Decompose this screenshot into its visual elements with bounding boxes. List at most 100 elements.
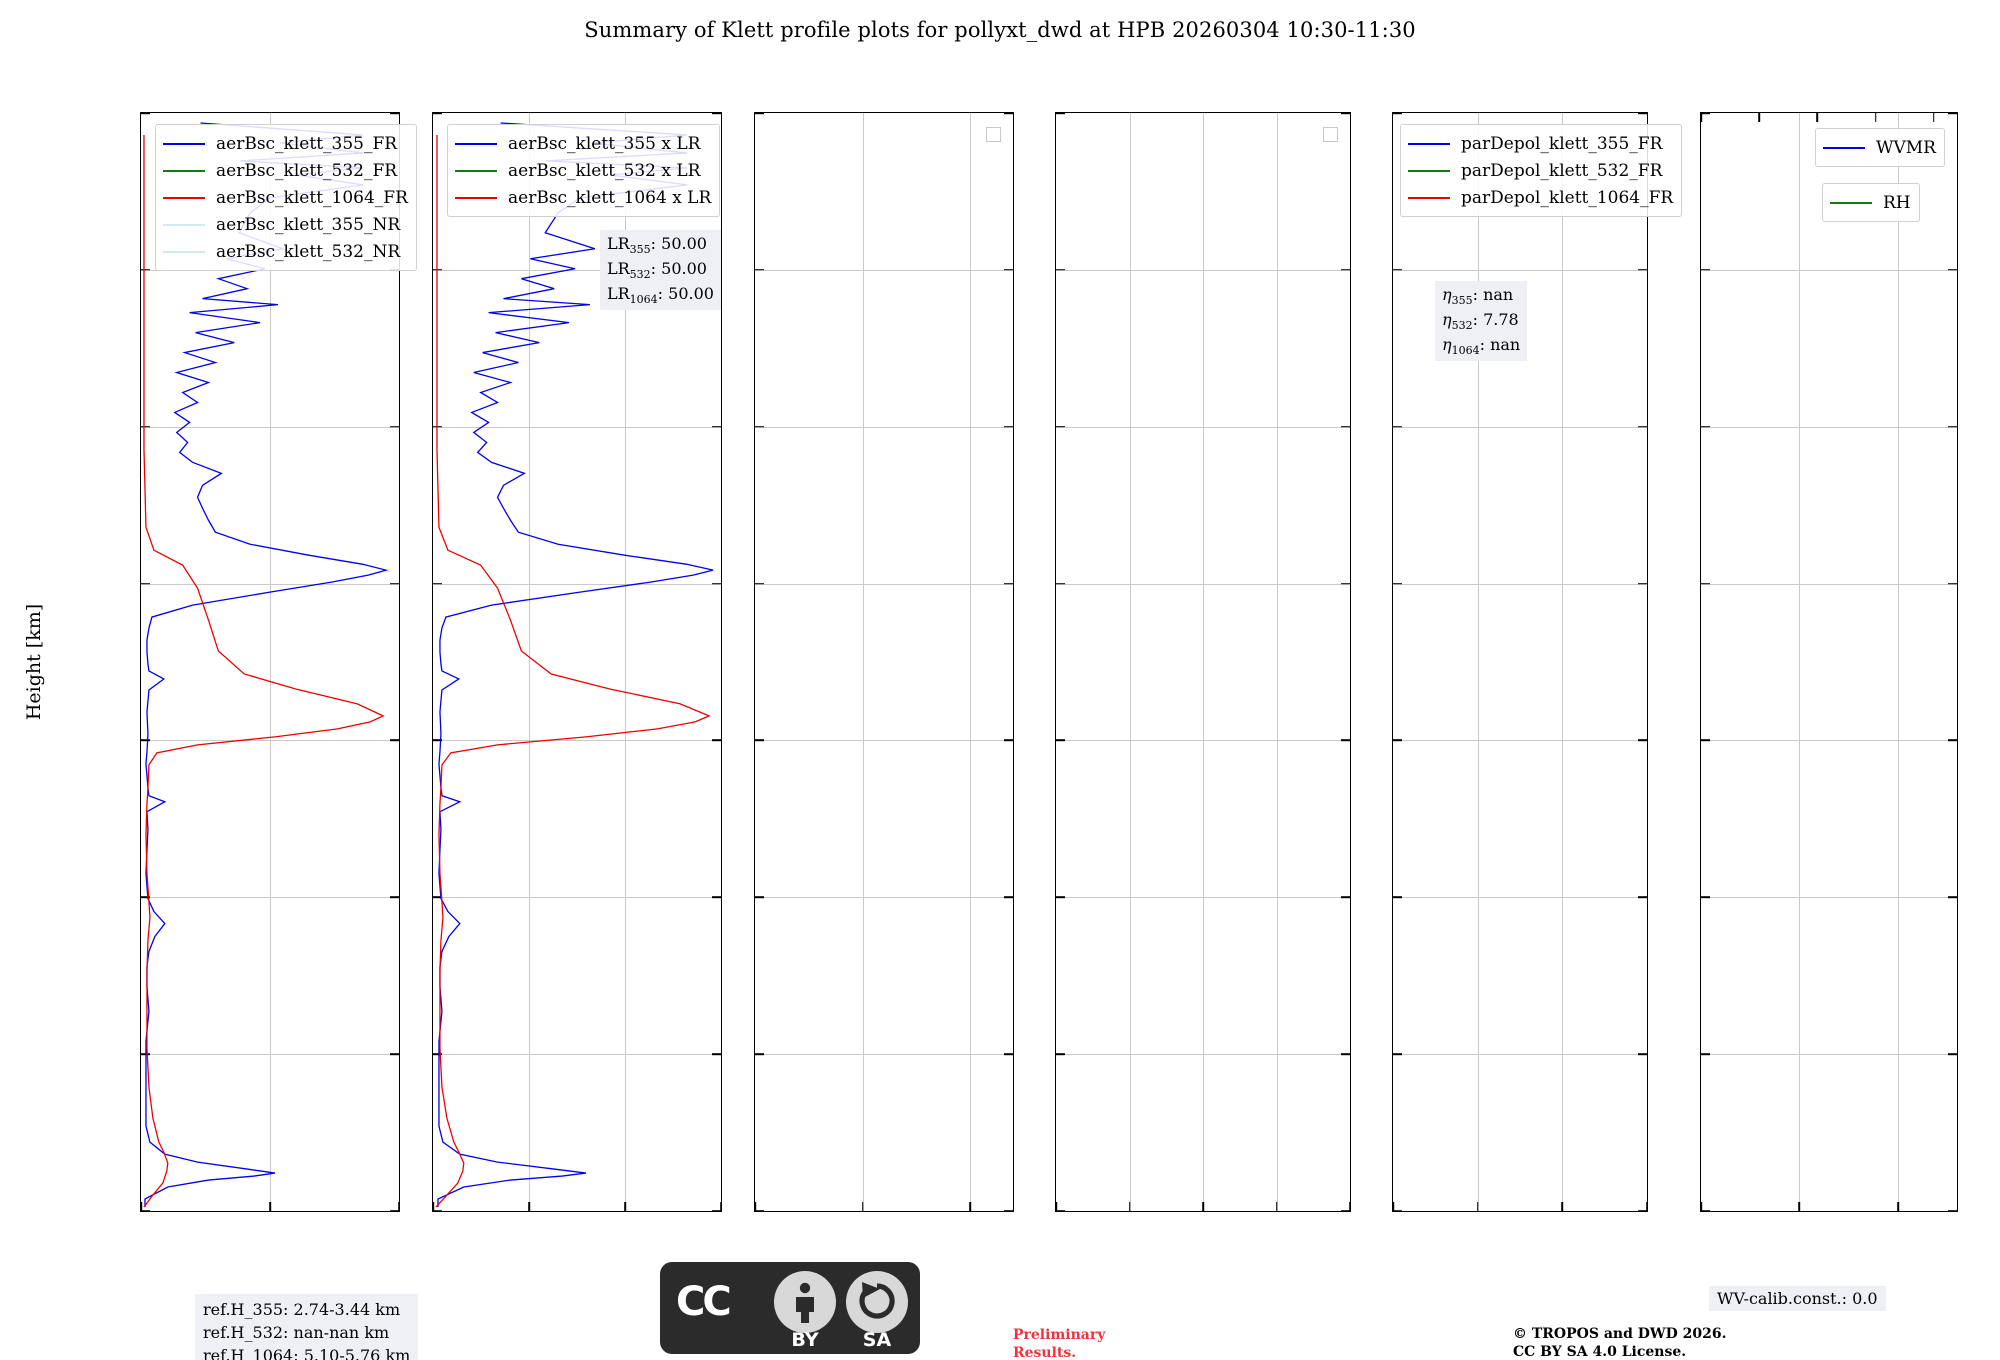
legend-extinction[interactable]: aerBsc_klett_355 x LR aerBsc_klett_532 x… [447, 124, 721, 217]
wv-calibration-constant: WV-calib.const.: 0.0 [1709, 1286, 1886, 1311]
cc-logo-icon: CC [676, 1279, 732, 1325]
y-tick-mark [1701, 1210, 1710, 1211]
y-tick-mark [1004, 1053, 1013, 1055]
legend-item[interactable]: aerBsc_klett_532_NR [163, 238, 408, 265]
legend-item[interactable]: parDepol_klett_1064_FR [1408, 184, 1673, 211]
y-tick-mark [390, 113, 399, 114]
x-tick-mark [969, 1202, 971, 1211]
gridline-horizontal [433, 897, 721, 899]
y-tick-mark [1056, 113, 1065, 114]
panel-wvmr: Rel.Humidity [%] WVMR [g * kg⁻¹] 0246810… [1700, 112, 1958, 1212]
y-tick-mark [433, 1053, 442, 1055]
y-tick-mark [141, 896, 150, 899]
y-tick-mark [1638, 269, 1647, 271]
legend-item[interactable]: aerBsc_klett_1064_FR [163, 184, 408, 211]
y-tick-mark [141, 739, 150, 742]
legend-depol-ratio[interactable]: parDepol_klett_355_FR parDepol_klett_532… [1400, 124, 1683, 217]
legend-rh[interactable]: RH [1822, 183, 1920, 222]
y-tick-mark [1056, 425, 1065, 428]
legend-item[interactable]: RH [1830, 189, 1911, 216]
angstrom-empty-legend [1323, 127, 1338, 142]
x-tick-mark [1349, 1202, 1350, 1211]
gridline-horizontal [433, 1054, 721, 1056]
gridline-horizontal [755, 897, 1013, 899]
gridline-vertical [1276, 113, 1278, 1211]
gridline-vertical [970, 113, 971, 1211]
legend-item[interactable]: aerBsc_klett_1064 x LR [455, 184, 711, 211]
panel-angstrom: Ångström Exp. 02468101214−10123 [1055, 112, 1351, 1212]
ref-h-355: ref.H_355: 2.74-3.44 km [203, 1300, 401, 1319]
legend-line-icon [163, 142, 205, 145]
x-tick-mark [433, 1202, 434, 1211]
y-tick-mark [1948, 269, 1957, 271]
rh-tick-mark [1932, 113, 1935, 122]
y-tick-mark [1341, 425, 1350, 428]
legend-item[interactable]: aerBsc_klett_355_FR [163, 130, 408, 157]
y-tick-mark [390, 1210, 399, 1211]
y-tick-mark [1638, 896, 1647, 899]
legend-label: WVMR [1876, 137, 1936, 158]
legend-wvmr[interactable]: WVMR [1815, 128, 1945, 167]
y-tick-mark [141, 582, 150, 585]
y-tick-mark [1393, 1210, 1402, 1211]
gridline-horizontal [1393, 269, 1647, 271]
credit-line-2: CC BY SA 4.0 License. [1513, 1344, 1687, 1360]
y-tick-mark [1056, 269, 1065, 271]
eta-532-value: η532: 7.78 [1442, 309, 1519, 332]
y-tick-mark [755, 1053, 764, 1055]
gridline-horizontal [1701, 1054, 1957, 1056]
legend-item[interactable]: aerBsc_klett_532_FR [163, 157, 408, 184]
y-tick-mark [433, 582, 442, 585]
gridline-vertical [1562, 113, 1564, 1211]
x-tick-mark [398, 1202, 399, 1211]
legend-label: RH [1883, 192, 1911, 213]
figure-title: Summary of Klett profile plots for polly… [584, 18, 1416, 42]
legend-label: aerBsc_klett_1064_FR [216, 187, 408, 208]
gridline-horizontal [1393, 1054, 1647, 1056]
legend-item[interactable]: aerBsc_klett_355_NR [163, 211, 408, 238]
lr-1064-value: LR1064: 50.00 [607, 283, 714, 306]
y-tick-mark [712, 425, 721, 428]
gridline-vertical [625, 113, 626, 1211]
x-tick-mark [1202, 1202, 1204, 1211]
legend-line-icon [455, 169, 497, 172]
gridline-horizontal [433, 740, 721, 742]
y-tick-mark [1004, 269, 1013, 271]
y-tick-mark [1056, 739, 1065, 742]
legend-item[interactable]: aerBsc_klett_355 x LR [455, 130, 711, 157]
lr-355-value: LR355: 50.00 [607, 234, 707, 257]
y-tick-mark [390, 896, 399, 899]
preliminary-line-2: Results. [1013, 1345, 1077, 1360]
y-tick-mark [1341, 1053, 1350, 1055]
panel-lidar-ratio: Lidar ratio [Sr] 02468101214050100 [754, 112, 1014, 1212]
legend-item[interactable]: parDepol_klett_355_FR [1408, 130, 1673, 157]
share-alike-glyph [859, 1282, 895, 1319]
legend-item[interactable]: aerBsc_klett_532 x LR [455, 157, 711, 184]
y-tick-mark [1004, 425, 1013, 428]
gridline-horizontal [1701, 897, 1957, 899]
badge-by-label: BY [791, 1329, 819, 1351]
gridline-horizontal [1701, 583, 1957, 585]
y-tick-mark [1638, 1053, 1647, 1055]
x-tick-mark [755, 1202, 756, 1211]
y-tick-mark [1056, 896, 1065, 899]
x-tick-mark [1701, 1202, 1702, 1211]
extinction-traces [435, 122, 714, 1208]
x-tick-mark [1056, 1202, 1057, 1211]
y-tick-mark [755, 1210, 764, 1211]
gridline-vertical [1799, 113, 1801, 1211]
eta-355-value: η355: nan [1442, 285, 1514, 308]
gridline-horizontal [755, 1054, 1013, 1056]
x-tick-mark [528, 1202, 530, 1211]
y-tick-mark [1638, 1210, 1647, 1211]
y-tick-mark [712, 1053, 721, 1055]
legend-item[interactable]: WVMR [1823, 134, 1936, 161]
gridline-horizontal [1701, 426, 1957, 428]
y-tick-mark [1701, 113, 1710, 114]
legend-label: aerBsc_klett_355_NR [216, 214, 401, 235]
legend-label: aerBsc_klett_355 x LR [508, 133, 701, 154]
cc-by-sa-license-badge: CC BY SA [660, 1262, 920, 1354]
lr-532-value: LR532: 50.00 [607, 258, 707, 281]
legend-backscatter[interactable]: aerBsc_klett_355_FR aerBsc_klett_532_FR … [155, 124, 417, 271]
legend-item[interactable]: parDepol_klett_532_FR [1408, 157, 1673, 184]
